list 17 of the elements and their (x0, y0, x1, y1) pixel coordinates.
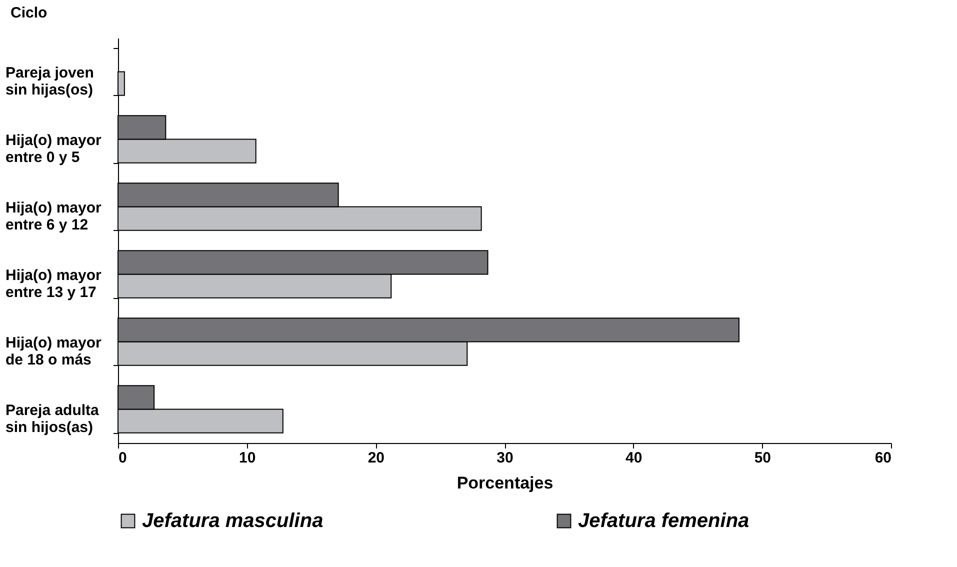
y-tick-label: Hija(o) mayor entre 13 y 17 (6, 266, 102, 301)
y-tick-label: Hija(o) mayor entre 6 y 12 (6, 199, 102, 234)
x-tick-label: 40 (625, 450, 642, 466)
x-tick-label: 10 (238, 450, 256, 466)
x-tick-label: 50 (754, 450, 772, 466)
x-tick-label: 20 (368, 450, 385, 466)
x-tick-label: 30 (496, 450, 514, 466)
y-tick-label: Hija(o) mayor entre 0 y 5 (6, 132, 102, 166)
y-tick-label: Pareja joven sin hijas(os) (6, 64, 94, 98)
y-axis-title: Ciclo (10, 4, 48, 22)
x-axis-title: Porcentajes (456, 474, 554, 492)
x-tick-label: 0 (118, 450, 127, 466)
x-tick-label: 60 (874, 450, 892, 466)
y-tick-label: Hija(o) mayor de 18 o más (6, 334, 102, 368)
legend-label: Jefatura femenina (578, 510, 750, 532)
y-tick-label: Pareja adulta sin hijos(as) (6, 402, 100, 436)
legend-label: Jefatura masculina (142, 510, 324, 532)
